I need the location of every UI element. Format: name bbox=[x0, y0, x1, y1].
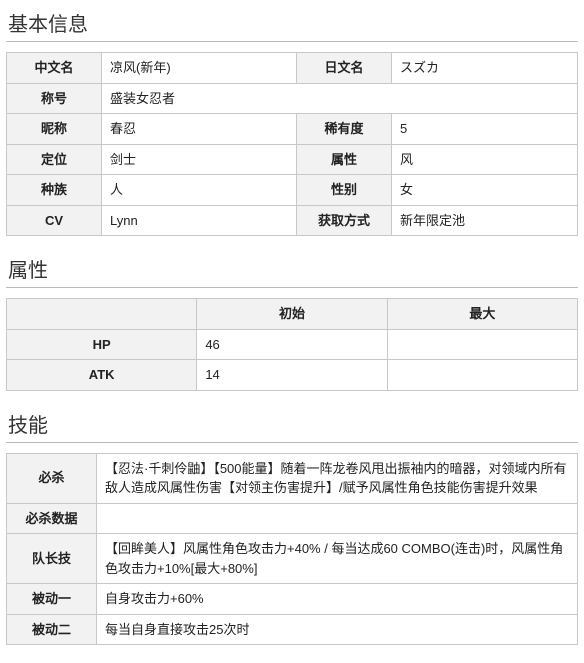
table-row: 被动二 每当自身直接攻击25次时 bbox=[7, 614, 578, 645]
value-gender: 女 bbox=[392, 175, 578, 206]
value-hp-initial: 46 bbox=[197, 329, 387, 360]
value-passive1: 自身攻击力+60% bbox=[97, 584, 578, 615]
label-element: 属性 bbox=[297, 144, 392, 175]
label-obtain: 获取方式 bbox=[297, 205, 392, 236]
section-basic-title: 基本信息 bbox=[6, 4, 578, 42]
label-atk: ATK bbox=[7, 360, 197, 391]
section-skills-title: 技能 bbox=[6, 405, 578, 443]
value-passive2: 每当自身直接攻击25次时 bbox=[97, 614, 578, 645]
label-ultdata: 必杀数据 bbox=[7, 503, 97, 534]
section-attrs-title: 属性 bbox=[6, 250, 578, 288]
label-passive1: 被动一 bbox=[7, 584, 97, 615]
label-nickname: 昵称 bbox=[7, 114, 102, 145]
value-nickname: 春忍 bbox=[102, 114, 297, 145]
value-role: 剑士 bbox=[102, 144, 297, 175]
value-ultimate: 【忍法·千刺伶鼬】【500能量】随着一阵龙卷风甩出振袖内的暗器，对领域内所有敌人… bbox=[97, 453, 578, 503]
label-hp: HP bbox=[7, 329, 197, 360]
value-hp-max bbox=[387, 329, 577, 360]
skills-table: 必杀 【忍法·千刺伶鼬】【500能量】随着一阵龙卷风甩出振袖内的暗器，对领域内所… bbox=[6, 453, 578, 646]
table-row: ATK 14 bbox=[7, 360, 578, 391]
table-row: 必杀数据 bbox=[7, 503, 578, 534]
value-cn-name: 凉风(新年) bbox=[102, 53, 297, 84]
table-row: 中文名 凉风(新年) 日文名 スズカ bbox=[7, 53, 578, 84]
table-row: 必杀 【忍法·千刺伶鼬】【500能量】随着一阵龙卷风甩出振袖内的暗器，对领域内所… bbox=[7, 453, 578, 503]
label-cn-name: 中文名 bbox=[7, 53, 102, 84]
table-row: 定位 剑士 属性 风 bbox=[7, 144, 578, 175]
label-rarity: 稀有度 bbox=[297, 114, 392, 145]
value-leader: 【回眸美人】风属性角色攻击力+40% / 每当达成60 COMBO(连击)时，风… bbox=[97, 534, 578, 584]
label-ultimate: 必杀 bbox=[7, 453, 97, 503]
header-max: 最大 bbox=[387, 299, 577, 330]
label-title: 称号 bbox=[7, 83, 102, 114]
table-row: 被动一 自身攻击力+60% bbox=[7, 584, 578, 615]
value-rarity: 5 bbox=[392, 114, 578, 145]
value-atk-initial: 14 bbox=[197, 360, 387, 391]
header-initial: 初始 bbox=[197, 299, 387, 330]
value-title: 盛装女忍者 bbox=[102, 83, 578, 114]
value-race: 人 bbox=[102, 175, 297, 206]
table-row: 初始 最大 bbox=[7, 299, 578, 330]
label-cv: CV bbox=[7, 205, 102, 236]
table-row: CV Lynn 获取方式 新年限定池 bbox=[7, 205, 578, 236]
label-jp-name: 日文名 bbox=[297, 53, 392, 84]
label-gender: 性别 bbox=[297, 175, 392, 206]
value-jp-name: スズカ bbox=[392, 53, 578, 84]
value-cv: Lynn bbox=[102, 205, 297, 236]
value-atk-max bbox=[387, 360, 577, 391]
label-leader: 队长技 bbox=[7, 534, 97, 584]
attributes-table: 初始 最大 HP 46 ATK 14 bbox=[6, 298, 578, 391]
value-element: 风 bbox=[392, 144, 578, 175]
label-race: 种族 bbox=[7, 175, 102, 206]
label-role: 定位 bbox=[7, 144, 102, 175]
table-row: HP 46 bbox=[7, 329, 578, 360]
table-row: 种族 人 性别 女 bbox=[7, 175, 578, 206]
header-blank bbox=[7, 299, 197, 330]
label-passive2: 被动二 bbox=[7, 614, 97, 645]
basic-info-table: 中文名 凉风(新年) 日文名 スズカ 称号 盛装女忍者 昵称 春忍 稀有度 5 … bbox=[6, 52, 578, 236]
value-obtain: 新年限定池 bbox=[392, 205, 578, 236]
table-row: 称号 盛装女忍者 bbox=[7, 83, 578, 114]
table-row: 队长技 【回眸美人】风属性角色攻击力+40% / 每当达成60 COMBO(连击… bbox=[7, 534, 578, 584]
value-ultdata bbox=[97, 503, 578, 534]
table-row: 昵称 春忍 稀有度 5 bbox=[7, 114, 578, 145]
